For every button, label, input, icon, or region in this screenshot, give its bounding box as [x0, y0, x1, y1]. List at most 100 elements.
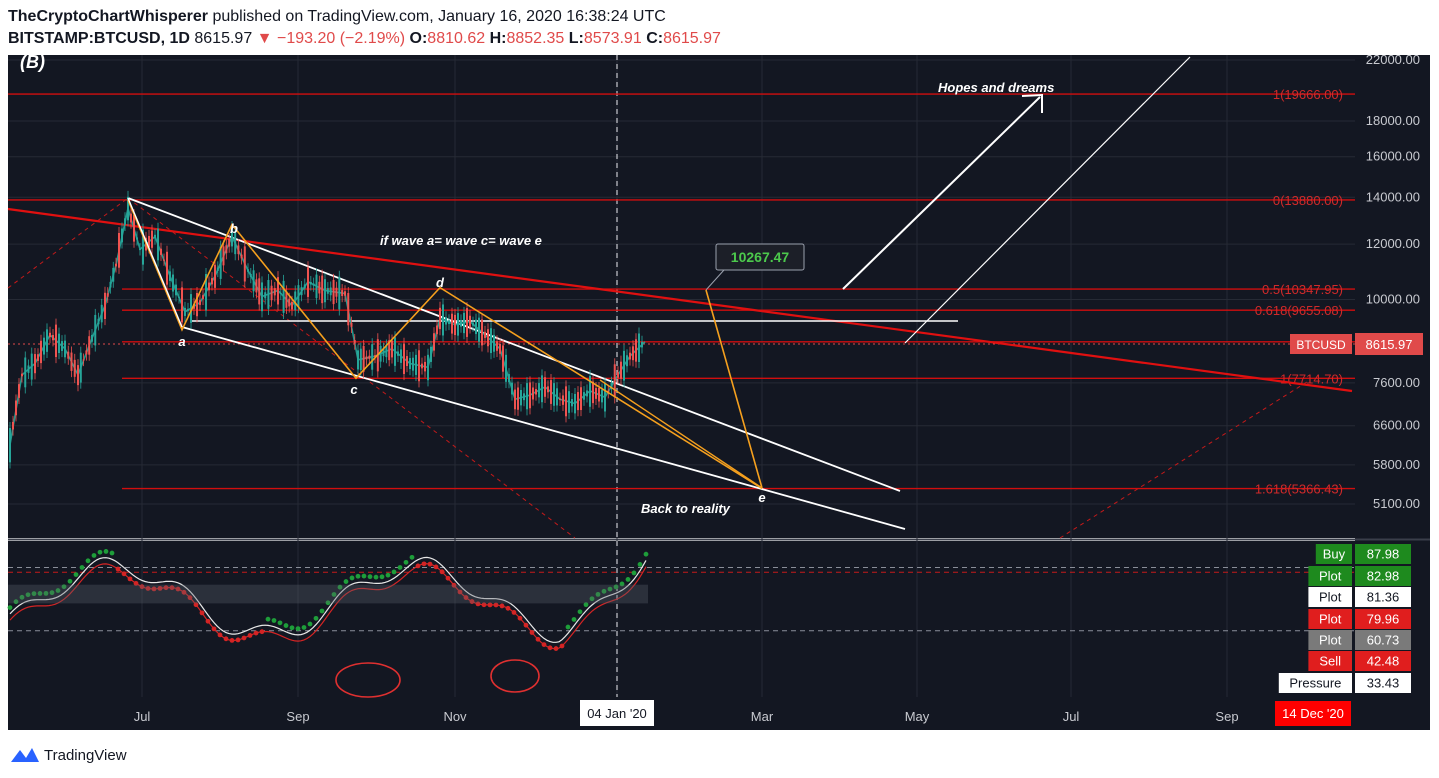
candle-body — [629, 352, 631, 360]
indicator-value: 42.48 — [1367, 654, 1400, 669]
indicator-dot — [13, 599, 19, 605]
x-tick-label: Jul — [1063, 709, 1080, 724]
candle-body — [52, 335, 54, 341]
indicator-dot — [97, 549, 103, 555]
candle-body — [379, 345, 382, 362]
candle-body — [118, 232, 120, 268]
candle-body — [592, 381, 594, 404]
candle-body — [15, 400, 17, 416]
annotation-reality: Back to reality — [641, 501, 731, 516]
candle-body — [562, 395, 564, 405]
channel-upper — [127, 197, 901, 492]
price-change: −193.20 (−2.19%) — [276, 30, 406, 47]
candle-body — [481, 319, 483, 346]
candle-body — [21, 373, 23, 377]
candle-body — [264, 292, 267, 299]
candle-body — [424, 361, 426, 372]
fib-level-label: 0.618(9655.08) — [1255, 303, 1343, 318]
indicator-name-box — [1308, 651, 1352, 671]
candle-body — [247, 269, 249, 272]
indicator-dot — [61, 584, 67, 590]
candle-body — [514, 389, 516, 410]
indicator-dot — [85, 558, 91, 564]
indicator-name: Plot — [1319, 612, 1342, 627]
candle-body — [421, 363, 423, 369]
candle-body — [535, 389, 537, 395]
candle-body — [496, 341, 498, 351]
candle-body — [613, 364, 616, 398]
indicator-value: 81.36 — [1367, 590, 1400, 605]
indicator-value-box — [1355, 566, 1411, 586]
candle-body — [487, 329, 489, 347]
candle-body — [445, 317, 447, 325]
candle-body — [329, 287, 332, 296]
x-tick-label: 04 Jan '20 — [587, 706, 647, 721]
indicator-name-box — [1308, 630, 1352, 650]
open-value: 8810.62 — [427, 30, 486, 47]
candle-body — [520, 389, 522, 406]
candle-body — [502, 345, 504, 372]
candle-body — [169, 271, 171, 281]
candle-body — [97, 318, 100, 325]
candle-body — [288, 298, 291, 307]
candle-body — [43, 337, 45, 355]
candle-body — [457, 313, 459, 336]
candle-body — [297, 285, 300, 308]
indicator-dot — [265, 616, 271, 622]
candle-body — [37, 354, 39, 361]
indicator-dot — [571, 617, 577, 622]
indicator-dot — [631, 570, 637, 576]
candle-body — [139, 249, 141, 251]
candle-body — [73, 359, 76, 377]
candle-body — [303, 284, 306, 289]
candle-body — [279, 293, 282, 295]
candle-body — [237, 245, 240, 255]
y-tick-label: 5100.00 — [1373, 496, 1420, 511]
indicator-dot — [391, 569, 397, 575]
indicator-dot — [73, 572, 79, 578]
candle-body — [24, 357, 27, 388]
high-label: H: — [489, 30, 507, 47]
candle-body — [300, 287, 303, 296]
ohlc-line: BITSTAMP:BTCUSD, 1D 8615.97 ▼ −193.20 (−… — [8, 28, 1428, 50]
indicator-value-box — [1355, 587, 1411, 607]
candle-body — [255, 279, 258, 293]
candle-body — [199, 300, 201, 305]
candle-body — [571, 399, 573, 407]
candle-body — [104, 292, 106, 320]
candle-body — [617, 372, 619, 378]
tradingview-footer[interactable]: TradingView — [10, 744, 127, 766]
wave-label: b — [230, 221, 238, 236]
candle-body — [601, 389, 603, 403]
candle-body — [163, 259, 165, 261]
candle-body — [541, 375, 543, 403]
wave-label: a — [178, 334, 185, 349]
candle-body — [460, 320, 462, 327]
publish-info: published on TradingView.com, January 16… — [212, 8, 666, 25]
candle-body — [490, 328, 492, 354]
author-name[interactable]: TheCryptoChartWhisperer — [8, 8, 209, 25]
candle-body — [55, 324, 57, 358]
candle-body — [106, 293, 109, 297]
symbol-label[interactable]: BITSTAMP:BTCUSD, 1D — [8, 30, 190, 47]
candle-body — [27, 365, 30, 373]
indicator-name: Pressure — [1289, 676, 1341, 691]
indicator-dot — [25, 592, 31, 598]
indicator-dot — [367, 574, 373, 580]
candle-body — [258, 278, 261, 305]
candle-body — [142, 229, 144, 265]
indicator-dot — [103, 549, 109, 554]
oversold-circle — [335, 662, 401, 698]
indicator-red-line — [9, 563, 647, 650]
candle-body — [565, 386, 567, 417]
indicator-dot — [577, 609, 583, 615]
indicator-value: 33.43 — [1367, 676, 1400, 691]
indicator-name: Buy — [1323, 547, 1346, 562]
candle-body — [418, 350, 420, 382]
y-tick-label: 5800.00 — [1373, 457, 1420, 472]
candle-body — [484, 331, 486, 338]
indicator-value: 82.98 — [1367, 569, 1400, 584]
indicator-dot — [31, 591, 37, 597]
indicator-dot — [91, 553, 97, 558]
